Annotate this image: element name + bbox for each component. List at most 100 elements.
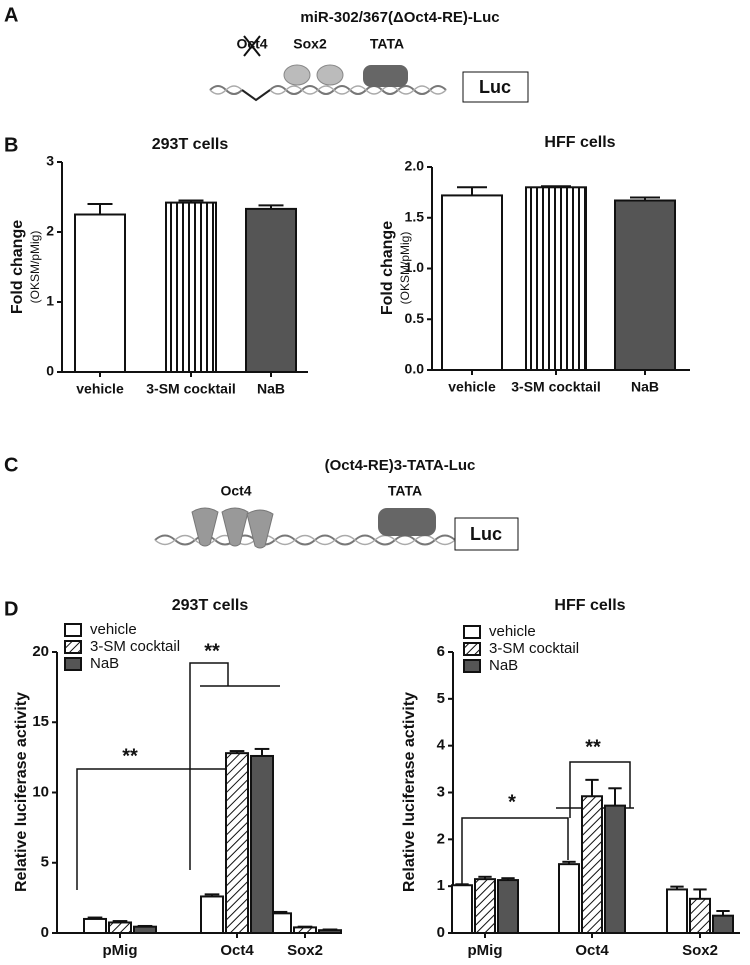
bar [165, 201, 217, 373]
annotation: ** [122, 745, 138, 767]
bar [604, 804, 626, 935]
bar [108, 921, 132, 935]
y-axis-label: Fold change [9, 220, 26, 314]
bar [689, 897, 711, 934]
y-axis-sublabel: (OKSM/pMig) [28, 231, 42, 304]
significance-brackets [76, 662, 634, 905]
dna-helix [209, 85, 447, 95]
bar [666, 888, 688, 935]
luc-box [454, 517, 519, 551]
x-tick-label: 3-SM cocktail [146, 381, 235, 397]
y-tick-label: 0.0 [405, 361, 425, 377]
y-axis-label: Relative luciferase activity [401, 692, 418, 892]
y-tick-label: 6 [437, 643, 445, 660]
legend-swatch [64, 623, 82, 637]
x-tick-label: NaB [257, 381, 285, 397]
tata-factor [378, 508, 436, 536]
sox2-factor [283, 64, 311, 86]
bar [293, 926, 317, 935]
sox2-factor [316, 64, 344, 86]
legend-swatch [463, 642, 481, 656]
y-tick-label: 2 [437, 830, 445, 847]
x-tick-label: 3-SM cocktail [511, 379, 600, 395]
element-label: Oct4 [236, 36, 267, 52]
bar [581, 795, 603, 934]
y-tick-label: 20 [32, 643, 49, 660]
y-tick-label: 4 [437, 737, 446, 754]
chart-title: HFF cells [554, 597, 625, 614]
bar [250, 754, 274, 934]
legend-swatch [463, 625, 481, 639]
panel-label: A [4, 4, 18, 26]
bar [225, 752, 249, 934]
annotation: * [508, 791, 516, 813]
x-tick-label: NaB [631, 379, 659, 395]
y-tick-label: 5 [41, 854, 49, 871]
oct4-factor [221, 507, 249, 547]
bar [525, 186, 587, 371]
legend-label: vehicle [489, 623, 536, 640]
bar [74, 213, 126, 373]
tata-factor [363, 65, 408, 87]
bar [200, 895, 224, 934]
y-tick-label: 1.0 [405, 259, 425, 275]
bar [451, 884, 473, 934]
legend-label: vehicle [90, 621, 137, 638]
chart-title: 293T cells [172, 597, 249, 614]
bar [558, 863, 580, 935]
y-tick-label: 3 [437, 783, 445, 800]
luc-box [462, 71, 529, 103]
bar [441, 194, 503, 371]
legend-label: 3-SM cocktail [90, 638, 180, 655]
x-tick-label: Oct4 [220, 942, 254, 959]
element-label: Sox2 [293, 36, 327, 52]
panel-label: B [4, 134, 18, 156]
y-tick-label: 1.5 [405, 208, 425, 224]
diagram-c: (Oct4-RE)3-TATA-Luc Oct4 TATA Luc [154, 457, 519, 551]
bar [133, 925, 157, 934]
reporter-label: Luc [479, 77, 511, 97]
y-tick-label: 2.0 [405, 158, 425, 174]
y-axis-label: Relative luciferase activity [13, 692, 30, 892]
x-tick-label: vehicle [76, 381, 124, 397]
legend-label: 3-SM cocktail [489, 640, 579, 657]
chart-title: HFF cells [544, 134, 615, 151]
y-tick-label: 5 [437, 690, 445, 707]
y-tick-label: 2 [46, 223, 54, 239]
diagram-title: miR-302/367(ΔOct4-RE)-Luc [300, 9, 499, 26]
cross-mark [243, 35, 261, 57]
y-axis-sublabel: (OKSM/pMig) [398, 232, 412, 305]
element-label: TATA [388, 483, 422, 499]
element-label: Oct4 [220, 483, 251, 499]
oct4-factor [191, 507, 219, 547]
legend-swatch [64, 657, 82, 671]
x-tick-label: pMig [103, 942, 138, 959]
bar [83, 917, 107, 935]
bar [712, 914, 734, 935]
legend-label: NaB [90, 655, 119, 672]
legend-swatch [463, 659, 481, 673]
legend-label: NaB [489, 657, 518, 674]
bar [245, 207, 297, 373]
oct4-factor [246, 509, 274, 549]
y-axis-label: Fold change [379, 221, 396, 315]
y-tick-label: 0 [41, 924, 49, 941]
x-tick-label: Sox2 [287, 942, 323, 959]
bar [614, 199, 676, 371]
y-tick-label: 0.5 [405, 310, 425, 326]
y-tick-label: 3 [46, 153, 54, 169]
y-tick-label: 10 [32, 783, 49, 800]
bar [497, 879, 519, 934]
annotation: ** [204, 640, 220, 662]
panel-label: D [4, 598, 18, 620]
legend-swatch [64, 640, 82, 654]
x-tick-label: pMig [468, 942, 503, 959]
bar [318, 929, 342, 935]
reporter-label: Luc [470, 524, 502, 544]
y-tick-label: 1 [46, 293, 54, 309]
bar [474, 878, 496, 934]
annotation: ** [585, 736, 601, 758]
y-tick-label: 15 [32, 713, 49, 730]
diagram-title: (Oct4-RE)3-TATA-Luc [325, 457, 476, 474]
